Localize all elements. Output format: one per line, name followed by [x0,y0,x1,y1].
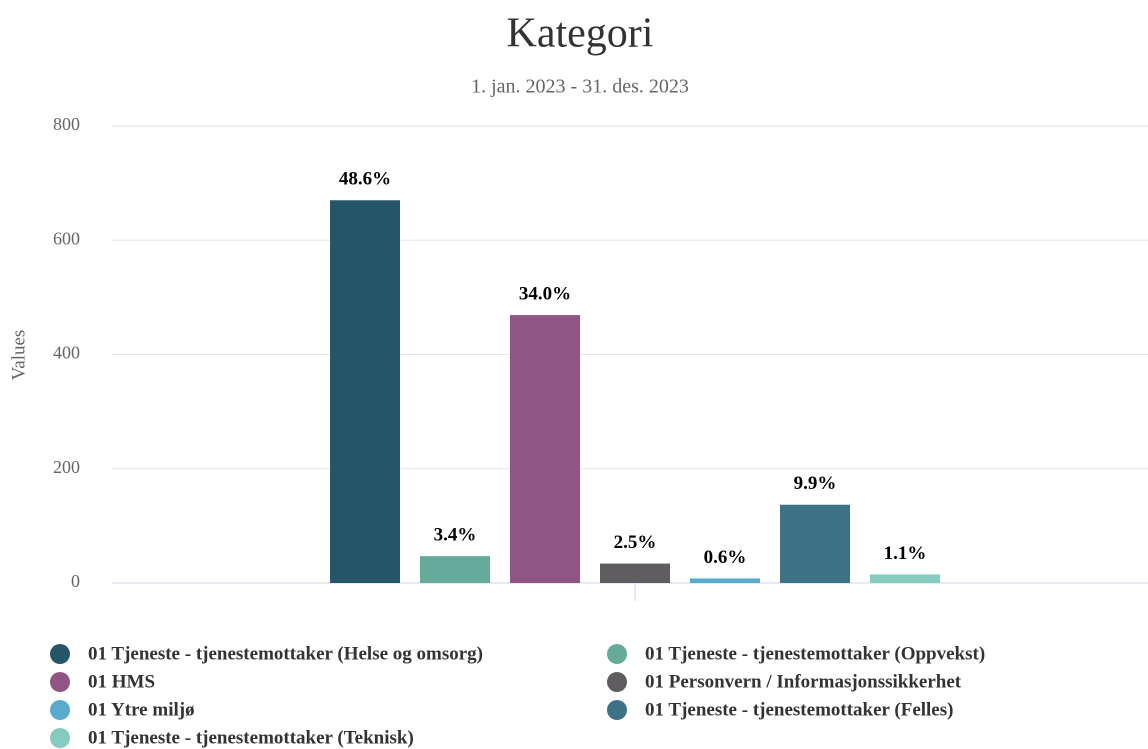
legend-marker [607,672,627,692]
y-tick-label: 600 [53,228,80,248]
legend-label: 01 Tjeneste - tjenestemottaker (Felles) [645,699,953,720]
data-label: 48.6% [339,169,391,190]
legend-marker [50,700,70,720]
data-label: 1.1% [884,543,927,564]
legend-marker [50,644,70,664]
data-label: 9.9% [794,473,837,494]
y-tick-label: 200 [53,457,80,477]
legend-marker [50,728,70,748]
chart-subtitle: 1. jan. 2023 - 31. des. 2023 [471,76,689,98]
bar [600,563,670,583]
data-label: 34.0% [519,283,571,304]
legend-label: 01 Ytre miljø [88,699,195,720]
y-tick-label: 0 [71,571,80,591]
y-tick-label: 800 [53,114,80,134]
legend-label: 01 HMS [88,671,155,692]
bar [690,578,760,583]
bar [420,556,490,583]
y-tick-label: 400 [53,343,80,363]
chart-title: Kategori [507,11,654,57]
data-label: 2.5% [614,532,657,553]
legend-label: 01 Tjeneste - tjenestemottaker (Helse og… [88,643,483,664]
legend-marker [50,672,70,692]
bar [780,504,850,583]
bar [330,200,400,583]
bar [510,315,580,583]
legend-label: 01 Tjeneste - tjenestemottaker (Oppvekst… [645,643,985,664]
bar [870,574,940,583]
data-label: 3.4% [434,525,477,546]
legend-marker [607,700,627,720]
data-label: 0.6% [704,547,747,568]
y-axis-label: Values [8,330,29,381]
legend-marker [607,644,627,664]
legend-label: 01 Tjeneste - tjenestemottaker (Teknisk) [88,727,414,748]
legend-label: 01 Personvern / Informasjonssikkerhet [645,671,962,692]
